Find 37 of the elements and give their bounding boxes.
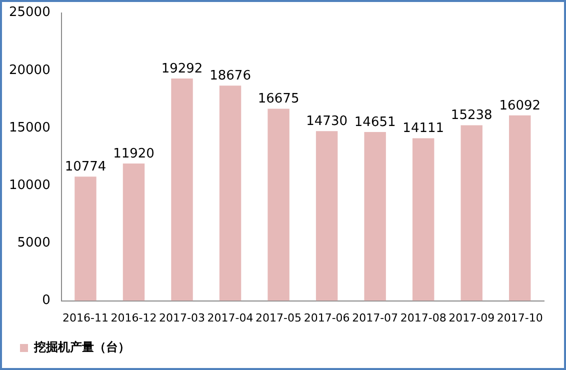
x-tick-label: 2017-08 xyxy=(400,311,446,324)
y-tick-label: 10000 xyxy=(8,178,50,193)
y-tick-label: 20000 xyxy=(8,62,50,78)
bar xyxy=(460,125,482,301)
bar xyxy=(171,78,193,301)
x-tick-label: 2016-12 xyxy=(110,311,157,324)
x-tick-label: 2017-03 xyxy=(159,311,205,324)
bar xyxy=(268,108,290,301)
data-label: 16675 xyxy=(258,92,300,107)
bar xyxy=(412,138,434,301)
data-label: 14651 xyxy=(354,114,396,130)
x-tick-label: 2017-09 xyxy=(448,311,495,324)
bar xyxy=(74,176,96,301)
bar xyxy=(122,163,145,301)
legend-label: 挖掘机产量（台） xyxy=(33,340,130,354)
bar xyxy=(316,131,338,301)
data-label: 14111 xyxy=(402,121,444,136)
data-label: 14730 xyxy=(306,114,348,129)
data-label: 16092 xyxy=(499,98,541,114)
data-label: 15238 xyxy=(450,108,492,124)
data-label: 19292 xyxy=(161,61,203,76)
data-label: 11920 xyxy=(113,146,154,162)
x-tick-label: 2016-11 xyxy=(62,311,108,324)
data-label: 10774 xyxy=(64,160,106,175)
bar xyxy=(364,132,386,301)
y-tick-label: 25000 xyxy=(8,5,50,20)
bar xyxy=(509,115,531,301)
y-tick-label: 5000 xyxy=(17,236,50,251)
x-tick-label: 2017-07 xyxy=(352,311,398,324)
y-tick-label: 15000 xyxy=(8,120,50,136)
x-tick-label: 2017-06 xyxy=(304,311,350,324)
x-tick-label: 2017-05 xyxy=(256,311,302,324)
x-tick-label: 2017-04 xyxy=(207,311,254,324)
x-tick-label: 2017-10 xyxy=(496,311,543,324)
data-label: 18676 xyxy=(210,68,251,84)
y-tick-label: 0 xyxy=(42,293,50,308)
bar xyxy=(219,86,242,301)
